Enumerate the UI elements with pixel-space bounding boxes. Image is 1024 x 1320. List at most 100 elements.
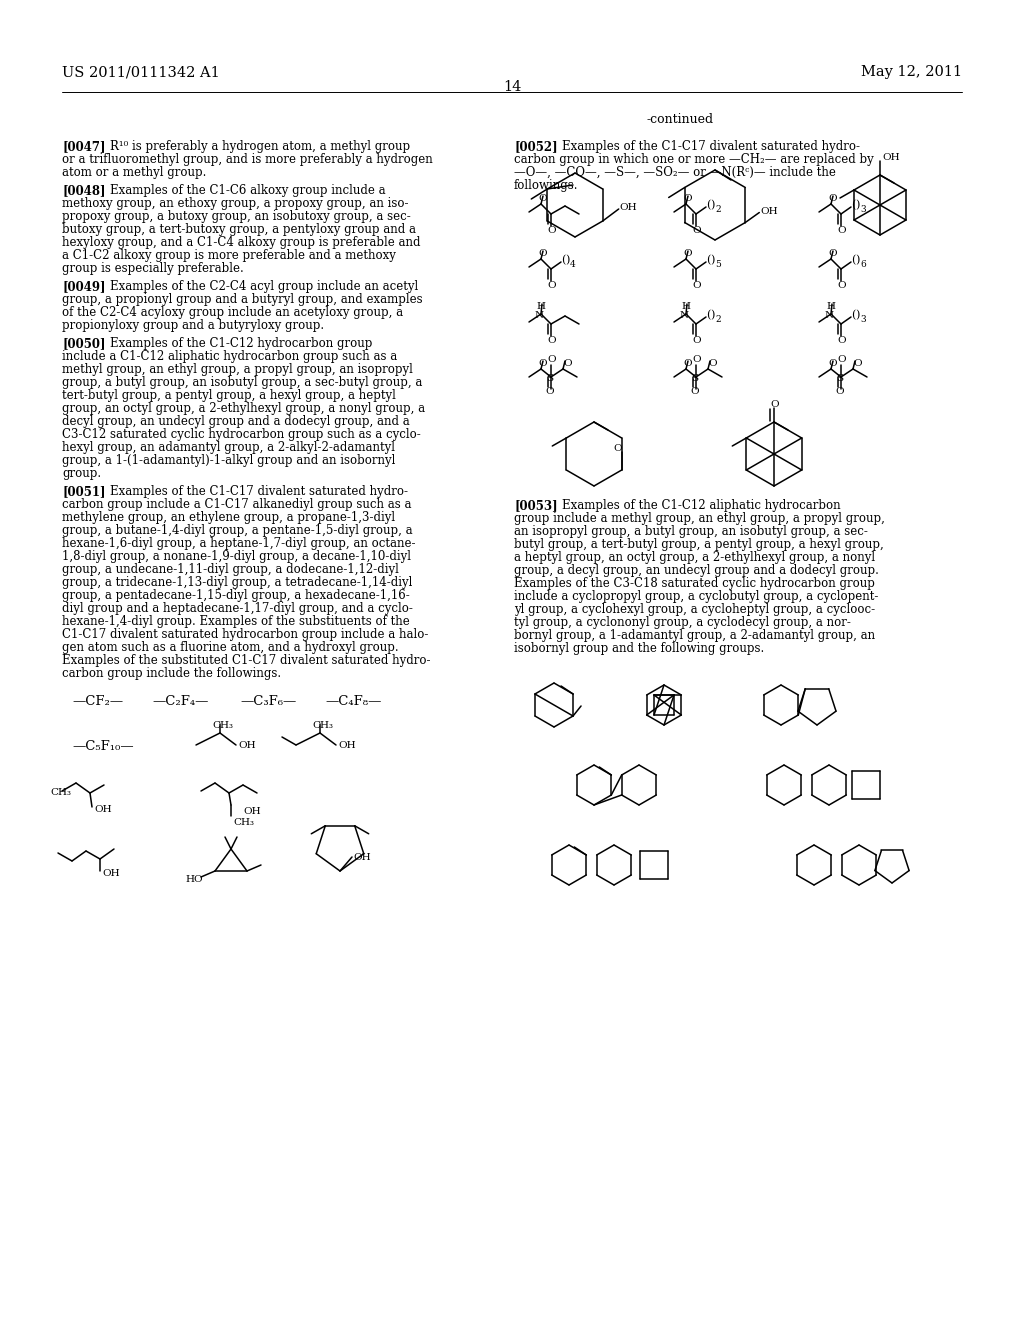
- Text: O: O: [828, 194, 837, 203]
- Text: ): ): [855, 201, 859, 210]
- Text: (: (: [706, 201, 711, 210]
- Text: O: O: [853, 359, 861, 368]
- Text: (: (: [706, 310, 711, 321]
- Text: Examples of the C1-C17 divalent saturated hydro-: Examples of the C1-C17 divalent saturate…: [110, 484, 408, 498]
- Text: (: (: [851, 310, 855, 321]
- Text: Examples of the substituted C1-C17 divalent saturated hydro-: Examples of the substituted C1-C17 dival…: [62, 653, 430, 667]
- Text: ): ): [565, 255, 569, 265]
- Text: a heptyl group, an octyl group, a 2-ethylhexyl group, a nonyl: a heptyl group, an octyl group, a 2-ethy…: [514, 550, 876, 564]
- Text: group, a pentadecane-1,15-diyl group, a hexadecane-1,16-: group, a pentadecane-1,15-diyl group, a …: [62, 589, 410, 602]
- Text: O: O: [538, 359, 547, 368]
- Text: —C₃F₆—: —C₃F₆—: [240, 696, 296, 708]
- Text: N: N: [680, 312, 689, 319]
- Text: Examples of the C3-C18 saturated cyclic hydrocarbon group: Examples of the C3-C18 saturated cyclic …: [514, 577, 874, 590]
- Text: O: O: [683, 359, 691, 368]
- Text: S: S: [546, 374, 553, 383]
- Text: [0051]: [0051]: [62, 484, 105, 498]
- Text: Examples of the C2-C4 acyl group include an acetyl: Examples of the C2-C4 acyl group include…: [110, 280, 418, 293]
- Text: ): ): [855, 310, 859, 321]
- Text: yl group, a cyclohexyl group, a cycloheptyl group, a cyclooc-: yl group, a cyclohexyl group, a cyclohep…: [514, 603, 876, 616]
- Text: O: O: [547, 281, 556, 290]
- Text: US 2011/0111342 A1: US 2011/0111342 A1: [62, 65, 220, 79]
- Text: Examples of the C1-C12 hydrocarbon group: Examples of the C1-C12 hydrocarbon group: [110, 337, 373, 350]
- Text: O: O: [538, 249, 547, 257]
- Text: methoxy group, an ethoxy group, a propoxy group, an iso-: methoxy group, an ethoxy group, a propox…: [62, 197, 409, 210]
- Text: O: O: [837, 226, 846, 235]
- Text: OH: OH: [620, 203, 637, 213]
- Text: group is especially preferable.: group is especially preferable.: [62, 261, 244, 275]
- Text: O: O: [708, 359, 717, 368]
- Text: O: O: [692, 226, 700, 235]
- Text: an isopropyl group, a butyl group, an isobutyl group, a sec-: an isopropyl group, a butyl group, an is…: [514, 525, 868, 539]
- Text: hexyloxy group, and a C1-C4 alkoxy group is preferable and: hexyloxy group, and a C1-C4 alkoxy group…: [62, 236, 421, 249]
- Text: O: O: [547, 355, 556, 364]
- Text: diyl group and a heptadecane-1,17-diyl group, and a cyclo-: diyl group and a heptadecane-1,17-diyl g…: [62, 602, 413, 615]
- Text: O: O: [547, 337, 556, 345]
- Text: CH₃: CH₃: [312, 721, 333, 730]
- Text: carbon group include the followings.: carbon group include the followings.: [62, 667, 282, 680]
- Text: group.: group.: [62, 467, 101, 480]
- Text: include a C1-C12 aliphatic hydrocarbon group such as a: include a C1-C12 aliphatic hydrocarbon g…: [62, 350, 397, 363]
- Text: 2: 2: [715, 205, 721, 214]
- Text: H: H: [536, 302, 545, 312]
- Text: OH: OH: [760, 206, 778, 215]
- Text: propoxy group, a butoxy group, an isobutoxy group, a sec-: propoxy group, a butoxy group, an isobut…: [62, 210, 411, 223]
- Text: O: O: [837, 281, 846, 290]
- Text: O: O: [563, 359, 571, 368]
- Text: [0047]: [0047]: [62, 140, 105, 153]
- Text: methylene group, an ethylene group, a propane-1,3-diyl: methylene group, an ethylene group, a pr…: [62, 511, 395, 524]
- Text: N: N: [535, 312, 544, 319]
- Text: 3: 3: [860, 315, 865, 323]
- Text: O: O: [770, 400, 778, 409]
- Text: O: O: [692, 355, 700, 364]
- Text: —C₄F₈—: —C₄F₈—: [325, 696, 381, 708]
- Text: N: N: [825, 312, 835, 319]
- Text: 1,8-diyl group, a nonane-1,9-diyl group, a decane-1,10-diyl: 1,8-diyl group, a nonane-1,9-diyl group,…: [62, 550, 411, 564]
- Text: R¹⁰ is preferably a hydrogen atom, a methyl group: R¹⁰ is preferably a hydrogen atom, a met…: [110, 140, 411, 153]
- Text: O: O: [835, 387, 844, 396]
- Text: O: O: [545, 387, 554, 396]
- Text: (: (: [706, 255, 711, 265]
- Text: decyl group, an undecyl group and a dodecyl group, and a: decyl group, an undecyl group and a dode…: [62, 414, 410, 428]
- Text: group, a undecane-1,11-diyl group, a dodecane-1,12-diyl: group, a undecane-1,11-diyl group, a dod…: [62, 564, 399, 576]
- Text: OH: OH: [338, 741, 355, 750]
- Text: (: (: [561, 255, 565, 265]
- Text: 6: 6: [860, 260, 865, 269]
- Text: [0052]: [0052]: [514, 140, 558, 153]
- Text: —CF₂—: —CF₂—: [72, 696, 123, 708]
- Text: O: O: [683, 249, 691, 257]
- Text: S: S: [836, 374, 843, 383]
- Text: isobornyl group and the following groups.: isobornyl group and the following groups…: [514, 642, 764, 655]
- Text: O: O: [690, 387, 698, 396]
- Text: —O—, —CO—, —S—, —SO₂— or —N(Rᶜ)— include the: —O—, —CO—, —S—, —SO₂— or —N(Rᶜ)— include…: [514, 166, 836, 180]
- Text: OH: OH: [243, 807, 261, 816]
- Text: methyl group, an ethyl group, a propyl group, an isopropyl: methyl group, an ethyl group, a propyl g…: [62, 363, 413, 376]
- Text: [0050]: [0050]: [62, 337, 105, 350]
- Text: group include a methyl group, an ethyl group, a propyl group,: group include a methyl group, an ethyl g…: [514, 512, 885, 525]
- Text: OH: OH: [94, 805, 112, 814]
- Text: 2: 2: [715, 315, 721, 323]
- Text: 4: 4: [570, 260, 575, 269]
- Text: group, an octyl group, a 2-ethylhexyl group, a nonyl group, a: group, an octyl group, a 2-ethylhexyl gr…: [62, 403, 425, 414]
- Text: propionyloxy group and a butyryloxy group.: propionyloxy group and a butyryloxy grou…: [62, 319, 325, 333]
- Text: H: H: [826, 302, 835, 312]
- Text: O: O: [538, 194, 547, 203]
- Text: CH₃: CH₃: [233, 818, 254, 828]
- Text: Examples of the C1-C17 divalent saturated hydro-: Examples of the C1-C17 divalent saturate…: [562, 140, 860, 153]
- Text: hexyl group, an adamantyl group, a 2-alkyl-2-adamantyl: hexyl group, an adamantyl group, a 2-alk…: [62, 441, 395, 454]
- Text: Examples of the C1-C6 alkoxy group include a: Examples of the C1-C6 alkoxy group inclu…: [110, 183, 386, 197]
- Text: group, a decyl group, an undecyl group and a dodecyl group.: group, a decyl group, an undecyl group a…: [514, 564, 879, 577]
- Text: C1-C17 divalent saturated hydrocarbon group include a halo-: C1-C17 divalent saturated hydrocarbon gr…: [62, 628, 428, 642]
- Text: OH: OH: [238, 741, 256, 750]
- Text: OH: OH: [882, 153, 900, 162]
- Text: CH₃: CH₃: [212, 721, 233, 730]
- Text: CH₃: CH₃: [50, 788, 71, 797]
- Text: butyl group, a tert-butyl group, a pentyl group, a hexyl group,: butyl group, a tert-butyl group, a penty…: [514, 539, 884, 550]
- Text: C3-C12 saturated cyclic hydrocarbon group such as a cyclo-: C3-C12 saturated cyclic hydrocarbon grou…: [62, 428, 421, 441]
- Text: or a trifluoromethyl group, and is more preferably a hydrogen: or a trifluoromethyl group, and is more …: [62, 153, 433, 166]
- Text: O: O: [837, 355, 846, 364]
- Text: [0053]: [0053]: [514, 499, 558, 512]
- Text: 14: 14: [503, 81, 521, 94]
- Text: butoxy group, a tert-butoxy group, a pentyloxy group and a: butoxy group, a tert-butoxy group, a pen…: [62, 223, 416, 236]
- Text: tert-butyl group, a pentyl group, a hexyl group, a heptyl: tert-butyl group, a pentyl group, a hexy…: [62, 389, 396, 403]
